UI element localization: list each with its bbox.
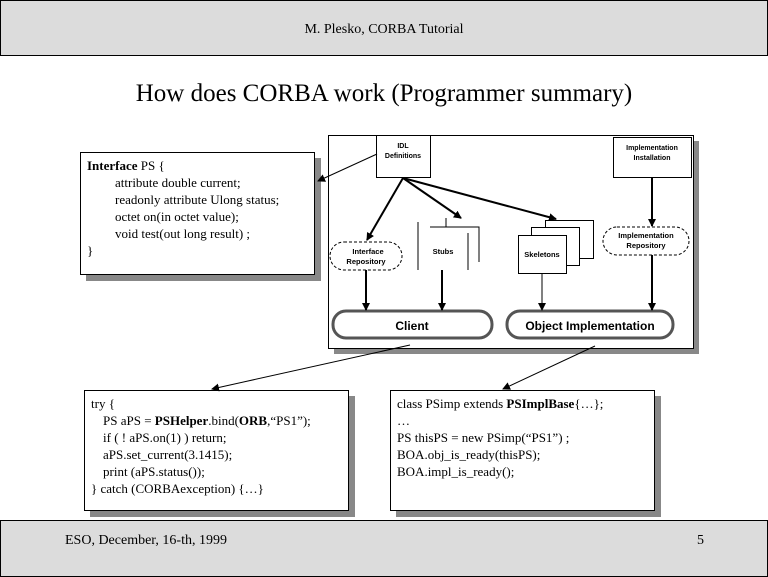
svg-text:Implementation: Implementation	[626, 145, 678, 152]
skeletons-node	[518, 235, 567, 274]
server-to-code-connector	[502, 345, 596, 390]
slide-footer: ESO, December, 16-th, 1999 5	[0, 520, 768, 577]
code-line: PS aPS = PSHelper.bind(ORB,“PS1”);	[103, 413, 311, 428]
idl-to-interface-connector	[317, 153, 378, 182]
svg-text:Installation: Installation	[634, 155, 671, 162]
svg-text:Repository: Repository	[626, 241, 666, 250]
svg-text:Stubs: Stubs	[433, 247, 454, 256]
code-line: octet on(in octet value);	[115, 209, 239, 224]
idl-label: IDL	[397, 143, 409, 150]
code-line: BOA.obj_is_ready(thisPS);	[397, 447, 541, 462]
code-line: if ( ! aPS.on(1) ) return;	[103, 430, 227, 445]
code-line: } catch (CORBAexception) {…}	[91, 481, 264, 496]
idl-definitions-box	[376, 135, 431, 178]
code-line: class PSimp extends PSImplBase{…};	[397, 396, 604, 411]
slide-header: M. Plesko, CORBA Tutorial	[0, 0, 768, 56]
interface-definition-box: Interface PS { attribute double current;…	[80, 152, 315, 275]
slide-title: How does CORBA work (Programmer summary)	[135, 80, 633, 107]
interface-repository-node	[329, 241, 403, 271]
code-line: }	[87, 243, 94, 258]
keyword: Interface	[87, 158, 138, 173]
code-line: aPS.set_current(3.1415);	[103, 447, 233, 462]
svg-text:Repository: Repository	[346, 257, 386, 266]
client-to-code-connector	[211, 344, 411, 392]
svg-text:Object Implementation: Object Implementation	[525, 319, 654, 333]
footer-date: ESO, December, 16-th, 1999	[65, 533, 227, 548]
object-implementation-node	[505, 309, 675, 340]
header-text: M. Plesko, CORBA Tutorial	[304, 22, 464, 37]
idl-label: Definitions	[385, 153, 421, 160]
stubs-node	[417, 218, 480, 270]
code-line: PS thisPS = new PSimp(“PS1”) ;	[397, 430, 570, 445]
code-line: PS {	[137, 158, 165, 173]
code-line: print (aPS.status());	[103, 464, 205, 479]
client-code-box: try { PS aPS = PSHelper.bind(ORB,“PS1”);…	[84, 390, 349, 511]
code-line: BOA.impl_is_ready();	[397, 464, 515, 479]
code-line: readonly attribute Ulong status;	[115, 192, 280, 207]
svg-text:Client: Client	[395, 319, 428, 333]
implementation-installation-box	[613, 137, 692, 178]
code-line: try {	[91, 396, 115, 411]
code-line: …	[397, 413, 410, 428]
code-line: attribute double current;	[115, 175, 241, 190]
server-code-box: class PSimp extends PSImplBase{…}; … PS …	[390, 390, 655, 511]
implementation-repository-node	[602, 226, 690, 256]
svg-text:Skeletons: Skeletons	[524, 250, 559, 259]
code-line: void test(out long result) ;	[115, 226, 251, 241]
diagram-arrows	[362, 177, 656, 311]
svg-text:Implementation: Implementation	[618, 231, 674, 240]
svg-text:Interface: Interface	[352, 247, 383, 256]
page-number: 5	[697, 533, 704, 548]
client-node	[331, 309, 494, 340]
